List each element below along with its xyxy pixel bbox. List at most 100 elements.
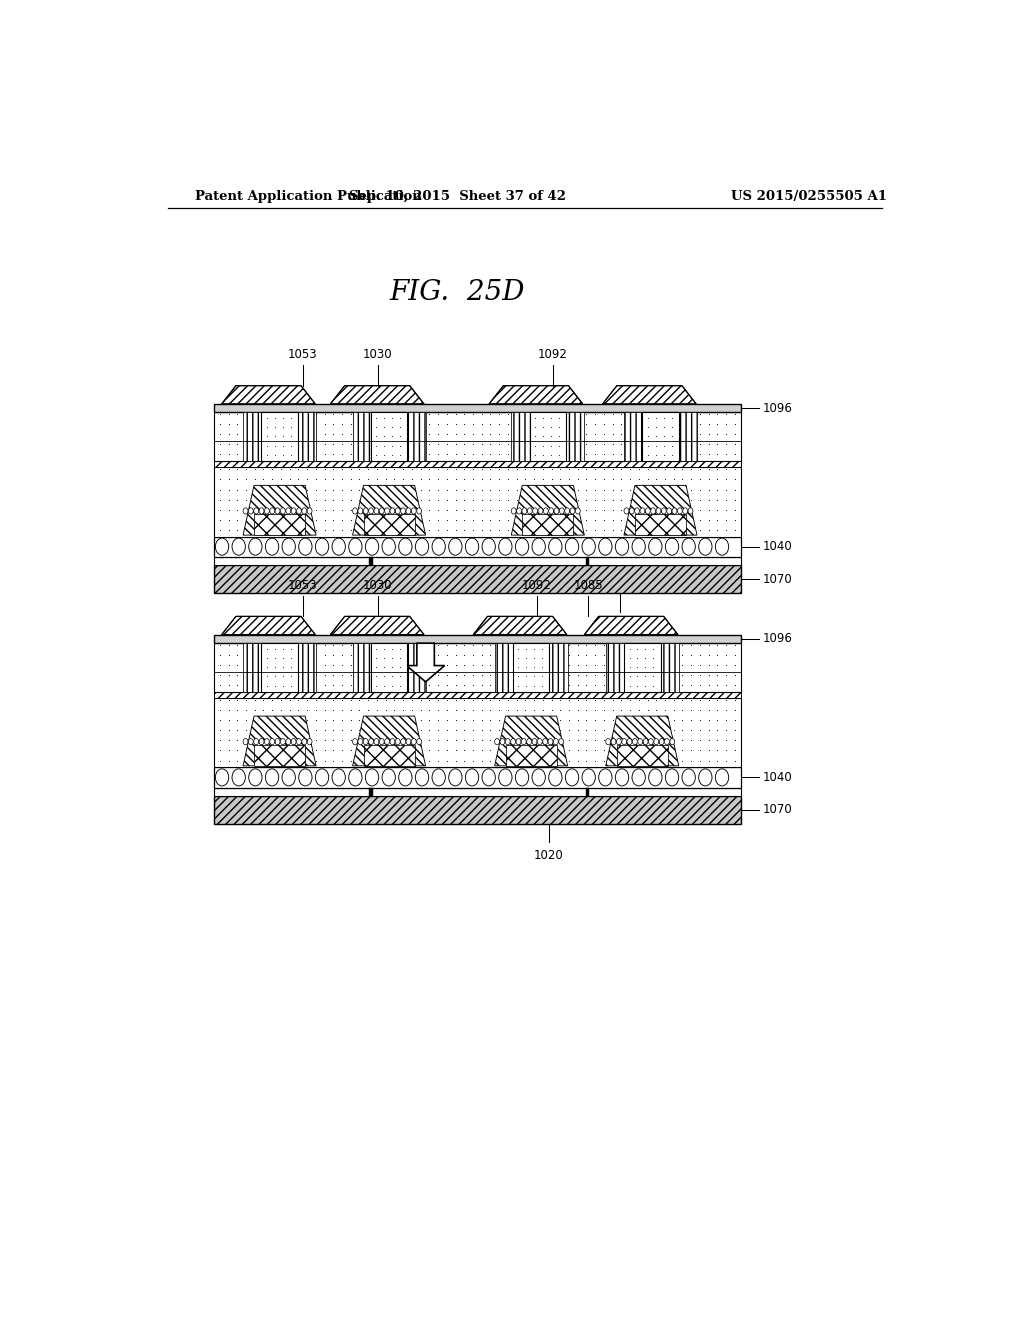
Circle shape <box>532 539 546 556</box>
Text: Patent Application Publication: Patent Application Publication <box>196 190 422 202</box>
Bar <box>511 412 529 461</box>
Circle shape <box>243 739 248 744</box>
Circle shape <box>565 768 579 785</box>
Circle shape <box>390 739 395 744</box>
Circle shape <box>390 508 395 513</box>
Bar <box>624 412 642 461</box>
Circle shape <box>269 739 274 744</box>
Circle shape <box>670 739 675 744</box>
Polygon shape <box>331 616 424 635</box>
Polygon shape <box>221 385 315 404</box>
Bar <box>214 796 741 824</box>
Bar <box>635 515 686 535</box>
Circle shape <box>349 539 362 556</box>
Circle shape <box>665 739 670 744</box>
Polygon shape <box>352 715 426 766</box>
Circle shape <box>366 768 379 785</box>
Circle shape <box>688 508 693 513</box>
Text: 1085: 1085 <box>573 579 603 591</box>
Circle shape <box>243 508 248 513</box>
Circle shape <box>286 508 291 513</box>
Circle shape <box>332 539 345 556</box>
Circle shape <box>648 768 662 785</box>
Bar <box>214 692 741 698</box>
Circle shape <box>307 508 312 513</box>
Polygon shape <box>585 616 678 635</box>
Circle shape <box>672 508 677 513</box>
Circle shape <box>616 739 622 744</box>
Circle shape <box>716 539 729 556</box>
Text: 1030: 1030 <box>364 579 393 591</box>
Bar <box>371 643 408 692</box>
Bar <box>214 404 741 412</box>
Circle shape <box>624 508 629 513</box>
Circle shape <box>632 539 645 556</box>
Circle shape <box>499 768 512 785</box>
Circle shape <box>232 768 246 785</box>
Circle shape <box>385 508 389 513</box>
Bar <box>679 412 697 461</box>
Bar <box>408 412 426 461</box>
Circle shape <box>465 768 478 785</box>
Bar <box>616 744 668 766</box>
Circle shape <box>648 739 653 744</box>
Circle shape <box>416 768 429 785</box>
Circle shape <box>265 539 279 556</box>
Circle shape <box>516 739 521 744</box>
Bar <box>352 412 371 461</box>
Circle shape <box>259 739 264 744</box>
Circle shape <box>264 508 269 513</box>
Circle shape <box>264 739 269 744</box>
Circle shape <box>265 768 279 785</box>
Polygon shape <box>489 385 583 404</box>
Circle shape <box>254 739 259 744</box>
Circle shape <box>683 508 688 513</box>
Circle shape <box>417 508 422 513</box>
Circle shape <box>269 508 274 513</box>
Text: 1096: 1096 <box>763 632 793 645</box>
Polygon shape <box>473 616 567 635</box>
Text: 1092: 1092 <box>522 579 552 591</box>
Circle shape <box>417 739 422 744</box>
Circle shape <box>364 739 369 744</box>
Circle shape <box>659 739 664 744</box>
Circle shape <box>632 768 645 785</box>
Circle shape <box>299 768 312 785</box>
Bar <box>261 412 298 461</box>
Text: Sep. 10, 2015  Sheet 37 of 42: Sep. 10, 2015 Sheet 37 of 42 <box>349 190 566 202</box>
Circle shape <box>682 539 695 556</box>
Polygon shape <box>331 385 424 404</box>
Circle shape <box>615 539 629 556</box>
Circle shape <box>398 768 412 785</box>
Circle shape <box>667 508 672 513</box>
Circle shape <box>352 508 357 513</box>
Bar <box>529 412 566 461</box>
Circle shape <box>379 508 384 513</box>
Bar <box>586 788 589 796</box>
Bar <box>660 643 679 692</box>
Text: 1020: 1020 <box>534 849 563 862</box>
Circle shape <box>564 508 569 513</box>
Bar <box>352 643 371 692</box>
Circle shape <box>254 508 259 513</box>
Circle shape <box>315 768 329 785</box>
Circle shape <box>215 539 228 556</box>
Circle shape <box>385 739 389 744</box>
Bar <box>254 515 305 535</box>
Circle shape <box>395 508 400 513</box>
Circle shape <box>549 539 562 556</box>
Circle shape <box>511 739 515 744</box>
Circle shape <box>358 739 362 744</box>
Bar <box>364 515 415 535</box>
Bar <box>214 467 741 536</box>
Circle shape <box>650 508 655 513</box>
Circle shape <box>538 739 543 744</box>
Polygon shape <box>221 616 315 635</box>
Polygon shape <box>606 715 679 766</box>
Text: FIG.  25D: FIG. 25D <box>389 279 525 306</box>
Bar <box>642 412 679 461</box>
Circle shape <box>532 768 546 785</box>
Circle shape <box>281 739 286 744</box>
Circle shape <box>527 508 532 513</box>
Bar <box>214 412 741 461</box>
